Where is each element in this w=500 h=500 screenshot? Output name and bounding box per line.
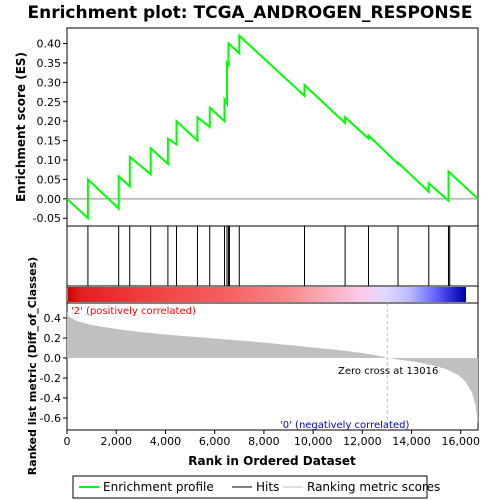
metric-y-tick-label: -0.4 bbox=[40, 392, 61, 405]
metric-y-axis-label: Ranked list metric (Diff_of_Classes) bbox=[26, 257, 39, 475]
es-y-tick-label: 0.30 bbox=[37, 76, 62, 89]
x-axis-label: Rank in Ordered Dataset bbox=[188, 454, 356, 468]
es-y-tick-label: 0.25 bbox=[37, 96, 62, 109]
metric-y-tick-label: 0.2 bbox=[44, 332, 62, 345]
x-tick-label: 16,000 bbox=[442, 435, 481, 448]
x-tick-label: 0 bbox=[64, 435, 71, 448]
x-tick-label: 10,000 bbox=[294, 435, 333, 448]
es-y-axis-label: Enrichment score (ES) bbox=[14, 52, 28, 202]
chart-title: Enrichment plot: TCGA_ANDROGEN_RESPONSE bbox=[28, 3, 473, 23]
es-panel-frame bbox=[66, 27, 479, 227]
x-tick-label: 6,000 bbox=[199, 435, 231, 448]
x-tick-label: 14,000 bbox=[392, 435, 431, 448]
enrichment-profile-line bbox=[66, 33, 479, 221]
ranked-list-heatbar bbox=[68, 287, 466, 302]
es-y-tick-label: 0.00 bbox=[37, 193, 62, 206]
hit-markers bbox=[87, 226, 451, 286]
metric-y-tick-label: -0.6 bbox=[40, 412, 61, 425]
x-tick-label: 2,000 bbox=[100, 435, 132, 448]
ranked-metric-plot: -0.6 -0.4 -0.2 0.0 0.2 0.4 0 2,000 4,000 6,000 8,0… bbox=[40, 303, 480, 448]
metric-y-tick-label: 0.0 bbox=[44, 352, 62, 365]
ranking-metric-area bbox=[67, 312, 478, 424]
positive-correlation-label: '2' (positively correlated) bbox=[71, 306, 196, 317]
x-tick-label: 4,000 bbox=[150, 435, 182, 448]
legend-hits-label: Hits bbox=[256, 480, 279, 494]
es-y-tick-label: 0.40 bbox=[37, 38, 62, 51]
hits-panel-frame bbox=[66, 225, 479, 287]
x-tick-label: 12,000 bbox=[343, 435, 382, 448]
metric-y-tick-label: -0.2 bbox=[40, 372, 61, 385]
metric-y-tick-label: 0.4 bbox=[44, 312, 62, 325]
es-y-tick-label: 0.05 bbox=[37, 173, 62, 186]
heatbar-gradient bbox=[68, 287, 466, 302]
enrichment-score-plot: -0.05 0.00 0.05 0.10 0.15 0.20 0.25 0.30 0.35 0.4… bbox=[33, 33, 479, 225]
legend-enrichment-label: Enrichment profile bbox=[103, 480, 214, 494]
es-y-tick-label: 0.15 bbox=[37, 135, 62, 148]
zero-cross-label: Zero cross at 13016 bbox=[338, 366, 438, 377]
legend-metric-label: Ranking metric scores bbox=[307, 480, 440, 494]
es-y-tick-label: 0.10 bbox=[37, 154, 62, 167]
negative-correlation-label: '0' (negatively correlated) bbox=[280, 420, 409, 431]
x-tick-label: 8,000 bbox=[248, 435, 280, 448]
es-y-tick-label: 0.20 bbox=[37, 115, 62, 128]
legend: Enrichment profile Hits Ranking metric s… bbox=[72, 475, 440, 499]
es-y-tick-label: 0.35 bbox=[37, 57, 62, 70]
es-y-tick-label: -0.05 bbox=[33, 212, 61, 225]
